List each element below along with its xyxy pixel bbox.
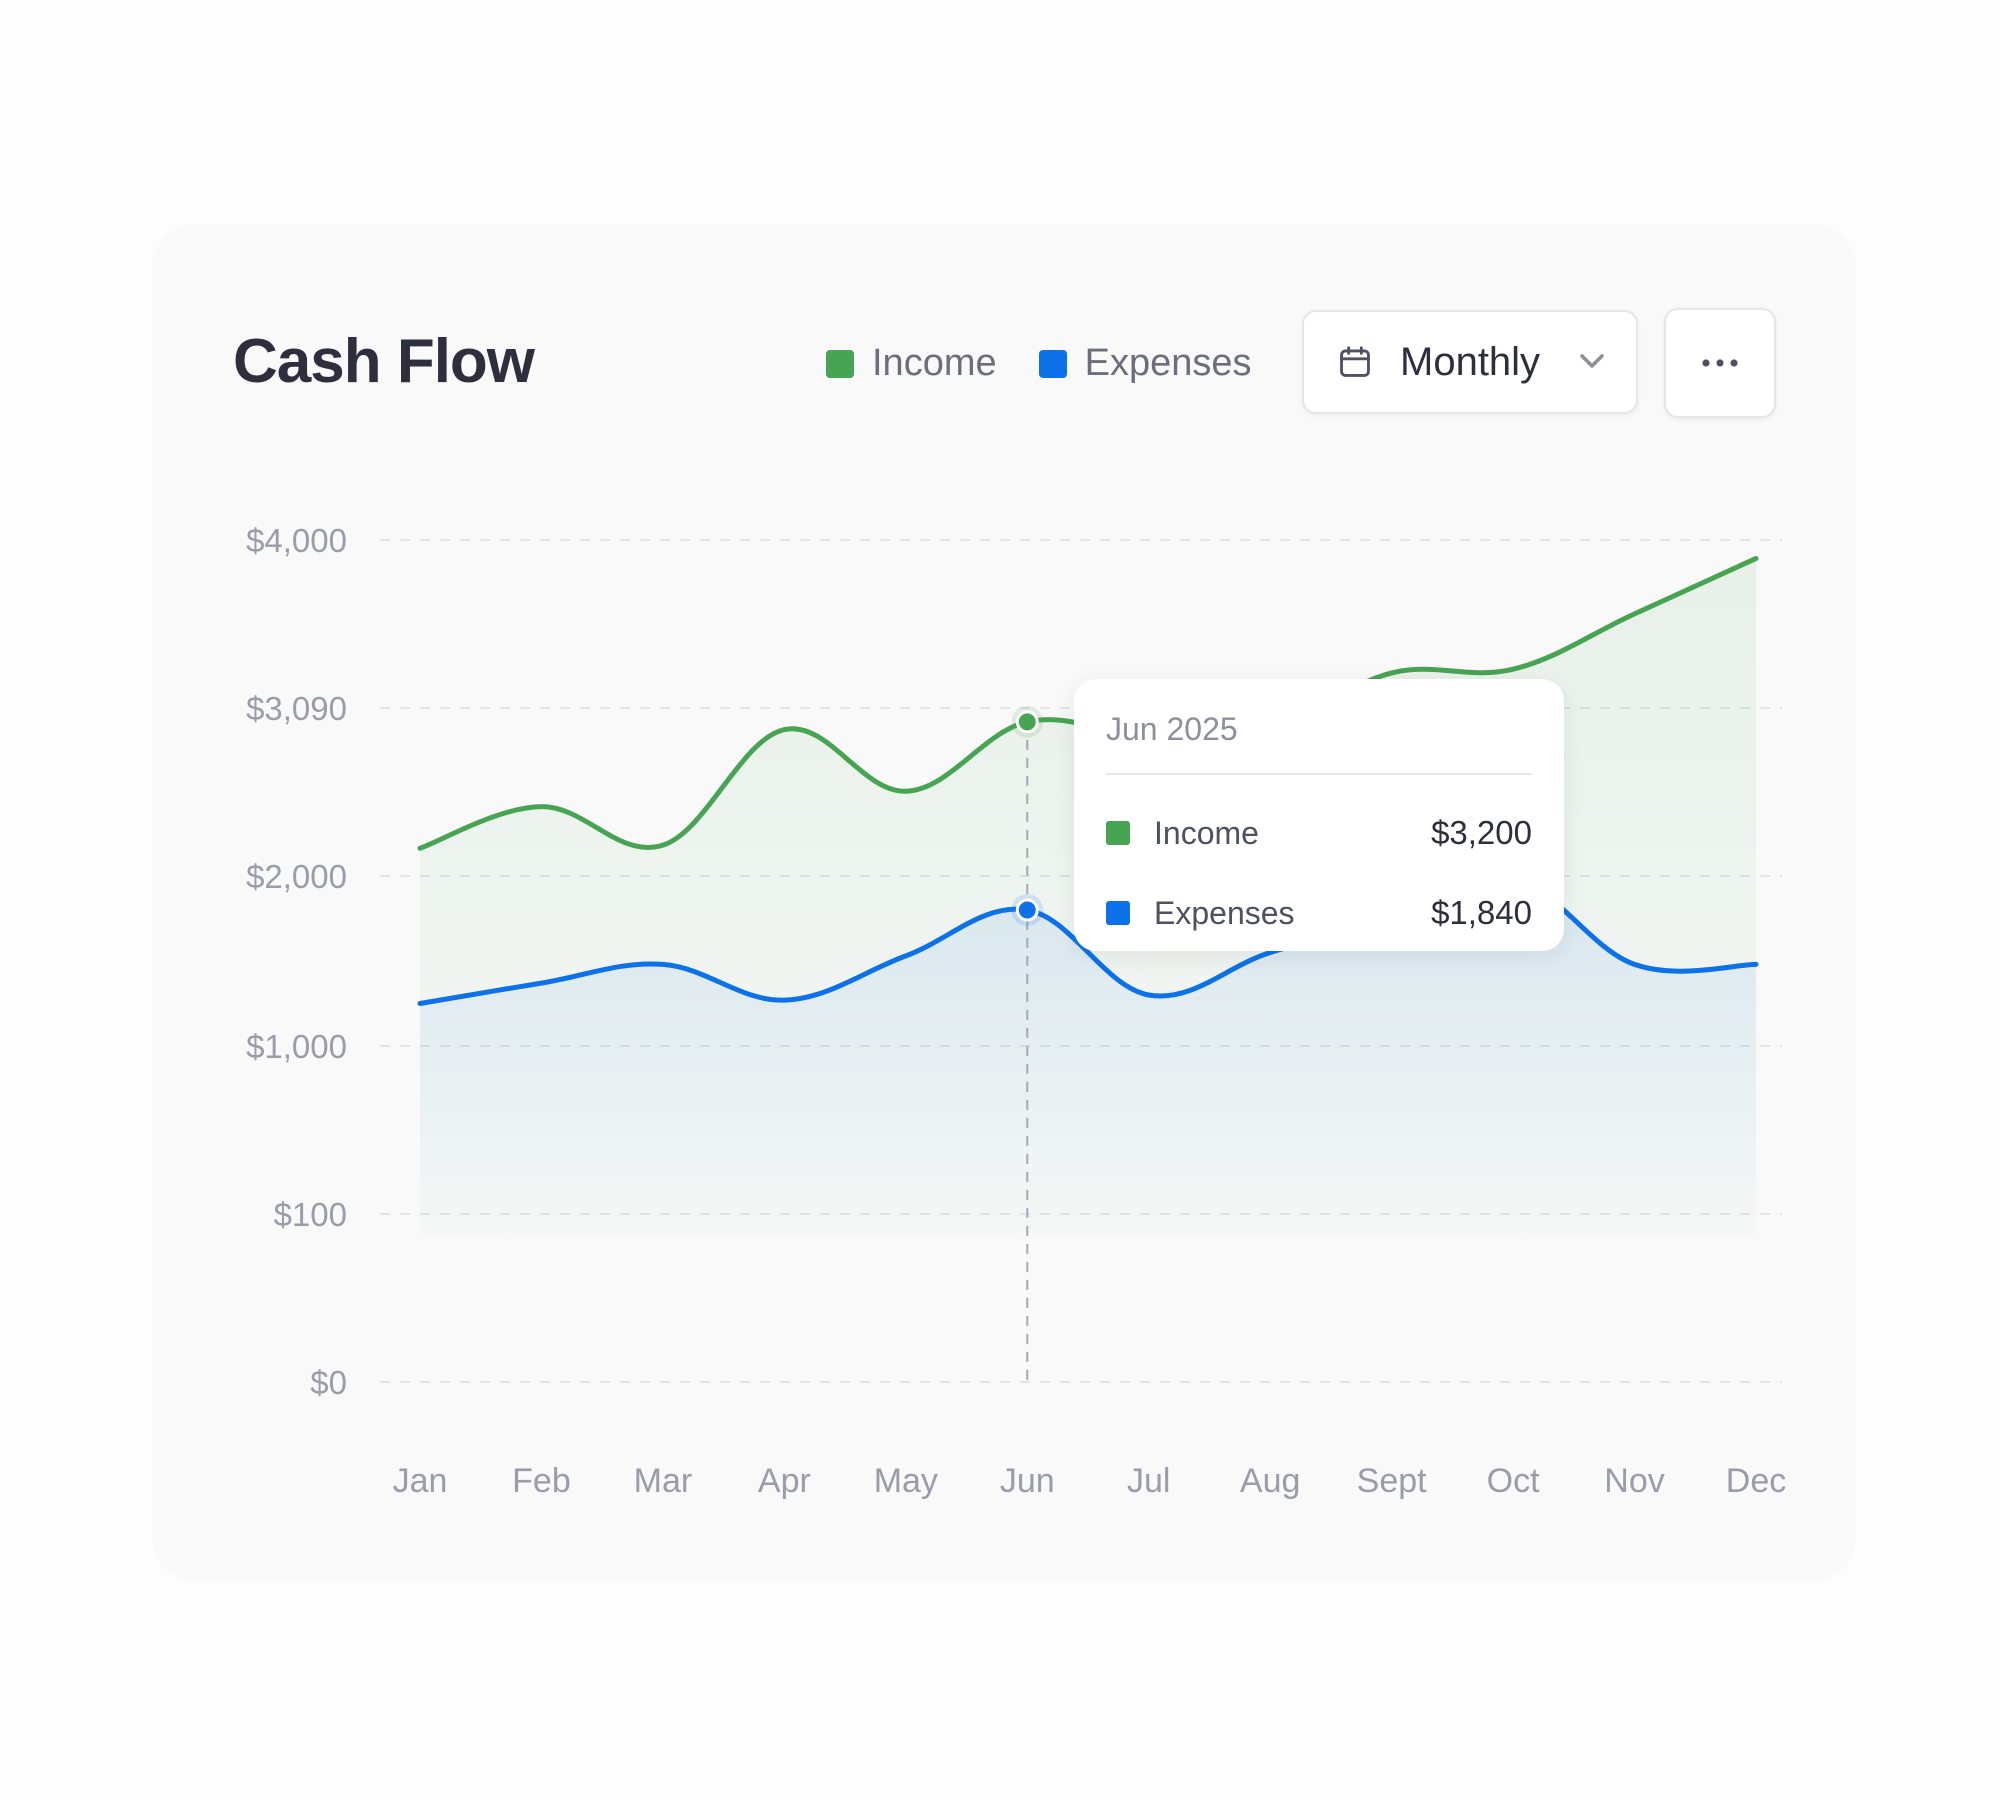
tooltip-swatch-income xyxy=(1106,821,1130,845)
tooltip-divider xyxy=(1106,773,1532,775)
chart-tooltip: Jun 2025 Income $3,200 Expenses $1,840 xyxy=(1074,679,1564,951)
point-income xyxy=(1015,710,1039,734)
more-horizontal-icon xyxy=(1702,359,1738,367)
legend-swatch-expenses xyxy=(1038,349,1067,378)
x-tick-label: Feb xyxy=(512,1462,571,1500)
y-tick-label: $0 xyxy=(310,1364,347,1401)
card-title: Cash Flow xyxy=(233,327,535,396)
y-tick-label: $1,000 xyxy=(246,1028,347,1065)
legend-label-expenses: Expenses xyxy=(1084,342,1252,384)
x-tick-label: Jan xyxy=(393,1462,448,1500)
x-tick-label: Dec xyxy=(1726,1462,1786,1500)
period-select[interactable]: Monthly xyxy=(1302,310,1638,414)
y-tick-label: $100 xyxy=(274,1196,347,1233)
tooltip-label-income: Income xyxy=(1154,814,1259,851)
period-select-label: Monthly xyxy=(1400,339,1541,384)
x-tick-label: Jun xyxy=(1000,1462,1055,1500)
legend-item-income: Income xyxy=(826,342,997,385)
area-expenses xyxy=(420,878,1756,1234)
legend-label-income: Income xyxy=(872,342,997,384)
y-tick-label: $4,000 xyxy=(246,522,347,559)
legend-swatch-income xyxy=(826,349,854,378)
tooltip-value-income: $3,200 xyxy=(1431,814,1532,851)
line-income xyxy=(417,555,1759,851)
x-tick-label: May xyxy=(874,1462,938,1500)
x-tick-label: Mar xyxy=(634,1462,693,1500)
x-tick-label: Jul xyxy=(1127,1462,1170,1500)
calendar-icon xyxy=(1340,346,1370,377)
chart-legend: Income Expenses xyxy=(826,342,1294,385)
tooltip-swatch-expenses xyxy=(1106,901,1130,925)
legend-item-expenses: Expenses xyxy=(1038,342,1252,385)
tooltip-date: Jun 2025 xyxy=(1106,711,1238,747)
more-options-button[interactable] xyxy=(1664,308,1776,418)
x-tick-label: Nov xyxy=(1604,1462,1664,1500)
y-tick-label: $3,090 xyxy=(246,690,347,727)
x-tick-label: Oct xyxy=(1487,1462,1540,1500)
x-tick-label: Apr xyxy=(758,1462,811,1500)
chevron-down-icon xyxy=(1580,354,1604,368)
tooltip-row-income: Income $3,200 xyxy=(1106,813,1532,853)
y-tick-label: $2,000 xyxy=(246,858,347,895)
x-tick-label: Sept xyxy=(1357,1462,1427,1500)
x-tick-label: Aug xyxy=(1240,1462,1301,1500)
tooltip-row-expenses: Expenses $1,840 xyxy=(1106,893,1532,933)
tooltip-value-expenses: $1,840 xyxy=(1431,894,1532,931)
cash-flow-card: $0 $100 $1,000 $2,000 $3,090 $4,000 Jan Feb Mar… xyxy=(152,224,1856,1582)
cash-flow-chart: $0 $100 $1,000 $2,000 $3,090 $4,000 Jan Feb Mar… xyxy=(246,522,1786,1500)
point-expenses xyxy=(1015,898,1039,922)
tooltip-label-expenses: Expenses xyxy=(1154,894,1295,931)
